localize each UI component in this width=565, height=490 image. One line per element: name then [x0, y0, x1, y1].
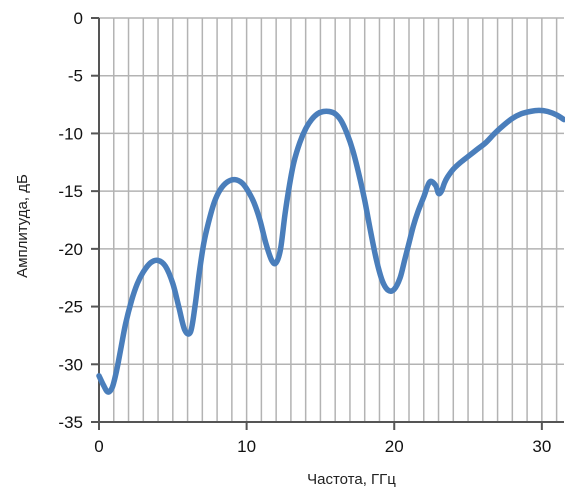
y-tick-label: -5 [68, 67, 83, 86]
chart-axes [91, 17, 564, 430]
chart-series [96, 107, 565, 395]
x-tick-label: 30 [532, 437, 551, 456]
x-tick-label: 0 [94, 437, 103, 456]
y-tick-label: 0 [74, 9, 83, 28]
y-tick-label: -15 [58, 182, 83, 201]
x-axis-label: Частота, ГГц [307, 471, 396, 488]
y-tick-label: -30 [58, 355, 83, 374]
chart-tick-labels: 0 -5 -10 -15 -20 -25 -30 -35 0 10 20 30 [58, 9, 551, 456]
y-tick-label: -20 [58, 240, 83, 259]
chart-grid [99, 17, 564, 422]
y-tick-label: -25 [58, 298, 83, 317]
y-axis-label: Амплитуда, дБ [14, 174, 31, 278]
y-tick-label: -35 [58, 413, 83, 432]
y-tick-label: -10 [58, 124, 83, 143]
series-line [96, 107, 565, 395]
x-tick-label: 20 [385, 437, 404, 456]
x-tick-label: 10 [237, 437, 256, 456]
